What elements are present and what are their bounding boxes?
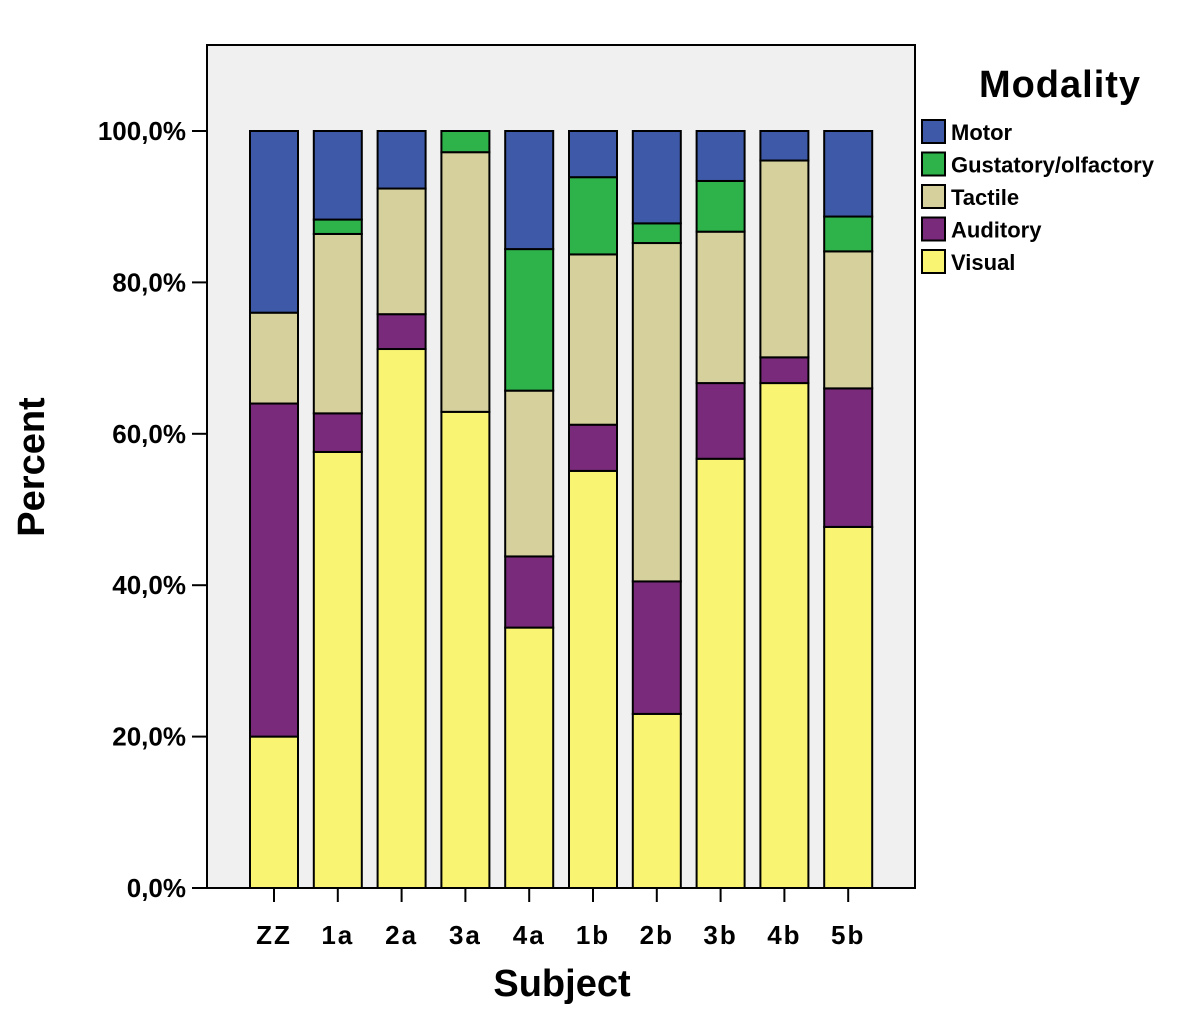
legend-swatch-auditory xyxy=(921,216,946,242)
y-tick-label: 60,0% xyxy=(112,419,186,449)
bar-segment-auditory xyxy=(631,580,682,715)
legend-label-visual: Visual xyxy=(951,250,1015,275)
bar-segment-tactile xyxy=(568,253,618,426)
bar-segment-motor xyxy=(759,130,810,162)
legend-title: Modality xyxy=(979,64,1141,106)
bar-segment-auditory xyxy=(568,423,618,472)
x-tick-label: 4b xyxy=(767,920,801,950)
y-tick-label: 20,0% xyxy=(112,722,186,752)
bar-segment-visual xyxy=(376,348,427,889)
bar-segment-gustatory-olfactory xyxy=(823,215,874,253)
bar-segment-visual xyxy=(312,450,363,889)
x-tick-label: 2a xyxy=(385,920,418,950)
bar-segment-auditory xyxy=(376,313,427,351)
legend-swatch-visual xyxy=(921,249,946,274)
y-axis-title: Percent xyxy=(11,397,53,537)
legend-label-gustatory-olfactory: Gustatory/olfactory xyxy=(951,153,1155,178)
bar-segment-visual xyxy=(695,457,746,889)
y-tick-label: 80,0% xyxy=(112,267,186,297)
x-tick-label: 4a xyxy=(513,920,546,950)
bar-segment-tactile xyxy=(312,232,363,415)
bar-segment-gustatory-olfactory xyxy=(312,218,363,235)
bar-segment-visual xyxy=(249,735,299,889)
x-axis: ZZ 1a 2a 3a 4a 1b 2b 3b 4b 5b xyxy=(256,888,865,950)
x-tick-label: 1a xyxy=(321,920,354,950)
bar-segment-tactile xyxy=(759,159,810,359)
bar-segment-gustatory-olfactory xyxy=(631,222,682,245)
bar-segment-visual xyxy=(504,626,555,889)
bar-segment-visual xyxy=(440,410,491,889)
bar-segment-tactile xyxy=(504,389,555,558)
bar-segment-motor xyxy=(376,130,427,190)
bar-segment-tactile xyxy=(249,311,299,405)
legend-swatch-motor xyxy=(921,119,946,144)
bar-segment-motor xyxy=(504,130,555,251)
bar-segment-auditory xyxy=(823,387,874,528)
bar-segment-auditory xyxy=(695,382,746,460)
bar-segment-auditory xyxy=(504,555,555,629)
bar-segment-visual xyxy=(568,469,618,889)
bar-segment-visual xyxy=(759,382,810,889)
legend-label-auditory: Auditory xyxy=(951,218,1042,243)
legend-swatch-tactile xyxy=(921,184,946,209)
y-tick-label: 0,0% xyxy=(127,873,186,903)
x-tick-label: 3b xyxy=(703,920,737,950)
bar-segment-gustatory-olfactory xyxy=(504,248,555,392)
legend-items: Motor Gustatory/olfactory Tactile Auditory V… xyxy=(921,119,1155,275)
bar-segment-motor xyxy=(823,130,874,218)
x-tick-label: 1b xyxy=(576,920,610,950)
bar-segment-tactile xyxy=(823,250,874,390)
bar-segment-gustatory-olfactory xyxy=(568,176,618,256)
bar-segment-visual xyxy=(823,525,874,889)
y-tick-label: 40,0% xyxy=(112,570,186,600)
bar-segment-motor xyxy=(695,130,746,182)
bar-segment-gustatory-olfactory xyxy=(695,179,746,233)
legend-label-tactile: Tactile xyxy=(951,185,1019,210)
bar-segment-motor xyxy=(568,130,618,179)
bar-segment-gustatory-olfactory xyxy=(440,130,491,154)
bar-segment-auditory xyxy=(312,412,363,453)
bar-segment-tactile xyxy=(631,242,682,583)
bar-segment-visual xyxy=(631,712,682,890)
bar-segment-motor xyxy=(249,130,299,314)
x-tick-label: 2b xyxy=(640,920,674,950)
bar-segment-tactile xyxy=(376,187,427,316)
legend-swatch-gustatory-olfactory xyxy=(921,151,946,177)
y-axis: 0,0% 20,0% 40,0% 60,0% 80,0% 100,0% xyxy=(98,116,207,903)
x-tick-label: ZZ xyxy=(256,920,292,950)
x-tick-label: 3a xyxy=(449,920,482,950)
bar-segment-tactile xyxy=(695,230,746,385)
bar-segment-auditory xyxy=(249,402,299,738)
y-tick-label: 100,0% xyxy=(98,116,186,146)
bar-segment-auditory xyxy=(759,356,810,385)
legend-label-motor: Motor xyxy=(951,120,1013,145)
x-tick-label: 5b xyxy=(831,920,865,950)
bar-segment-motor xyxy=(312,130,363,221)
bar-segment-motor xyxy=(631,130,682,225)
bar-segment-tactile xyxy=(440,151,491,413)
x-axis-title: Subject xyxy=(493,963,631,1005)
